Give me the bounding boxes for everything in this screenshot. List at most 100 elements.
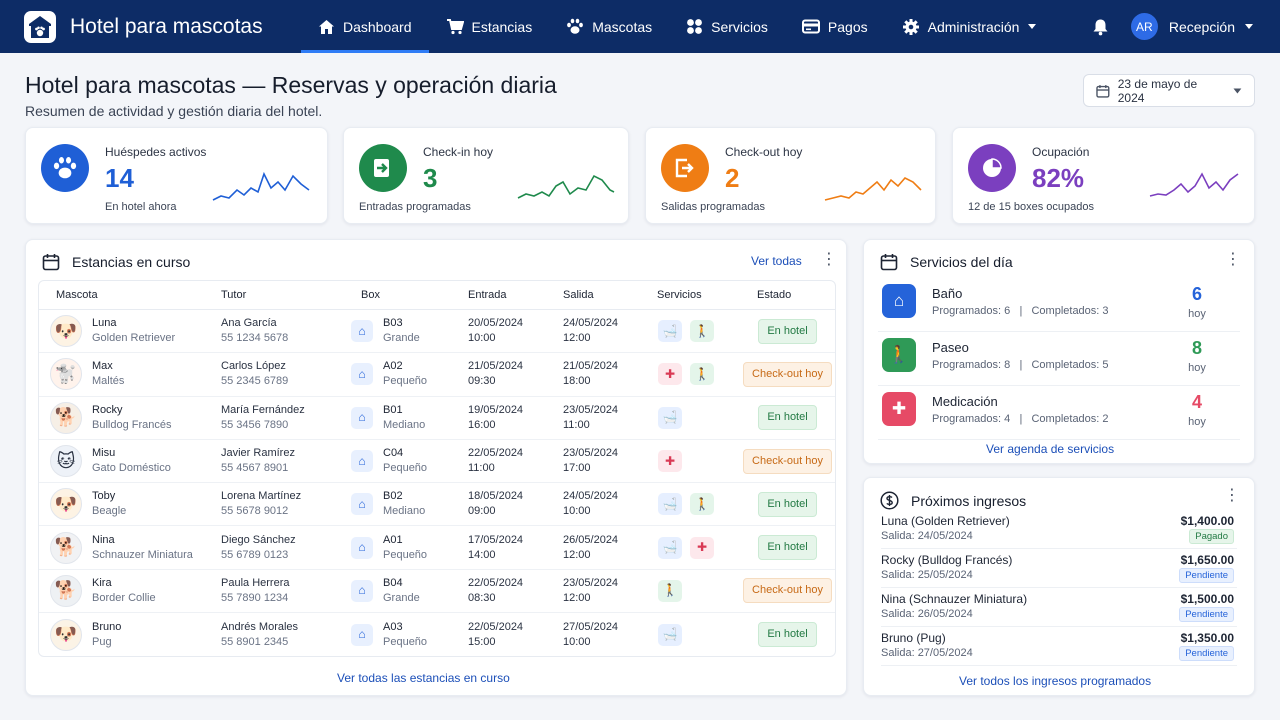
pet-info: 🐕 Nina Schnauzer Miniatura [50, 531, 204, 564]
stat-note: 12 de 15 boxes ocupados [968, 201, 1094, 213]
view-all-stays-link[interactable]: Ver todas [751, 254, 802, 268]
pet-name[interactable]: Toby [92, 490, 116, 503]
more-options-icon[interactable]: ⋮ [1225, 251, 1241, 268]
income-salida: Salida: 26/05/2024 [881, 608, 973, 620]
service-item[interactable]: 🚶 Paseo Programados: 8 | Completados: 5 … [878, 334, 1240, 386]
pet-name[interactable]: Nina [92, 533, 115, 546]
status-cell: Check-out hoy [740, 353, 835, 397]
table-row[interactable]: 🐕 Rocky Bulldog Francés María Fernández … [39, 397, 835, 440]
pet-info: 🐕 Kira Border Collie [50, 574, 204, 607]
stat-card-ocupacion[interactable]: Ocupación 82% 12 de 15 boxes ocupados [952, 127, 1255, 224]
completados-label: Completados: [1031, 359, 1100, 371]
checkout-date: 23/05/2024 [563, 447, 619, 460]
user-name[interactable]: Recepción [1168, 18, 1235, 35]
box-size: Pequeño [383, 375, 428, 388]
table-row[interactable]: 🐱 Misu Gato Doméstico Javier Ramírez 55 … [39, 440, 835, 484]
table-row[interactable]: 🐕 Nina Schnauzer Miniatura Diego Sánchez… [39, 526, 835, 570]
pet-name[interactable]: Rocky [92, 403, 123, 416]
stat-card-checkin[interactable]: Check-in hoy 3 Entradas programadas [343, 127, 629, 224]
service-item[interactable]: ⌂ Baño Programados: 6 | Completados: 3 6… [878, 280, 1240, 332]
checkout-cell: 23/05/2024 12:00 [546, 570, 640, 614]
table-row[interactable]: 🐶 Luna Golden Retriever Ana García 55 12… [39, 310, 835, 354]
table-row[interactable]: 🐶 Bruno Pug Andrés Morales 55 8901 2345 … [39, 613, 835, 656]
income-pet-breed: (Schnauzer Miniatura) [909, 592, 1028, 606]
pet-cell: 🐱 Misu Gato Doméstico [39, 440, 204, 484]
pet-name[interactable]: Misu [92, 447, 116, 460]
status-badge: En hotel [758, 405, 817, 431]
service-hoy: hoy [1188, 362, 1206, 374]
pet-name[interactable]: Luna [92, 317, 117, 330]
pet-breed: Beagle [92, 505, 127, 518]
tutor-cell: María Fernández 55 3456 7890 [204, 397, 344, 440]
tutor-phone: 55 8901 2345 [221, 635, 289, 648]
column-header[interactable]: Salida [546, 281, 640, 310]
income-item[interactable]: Luna (Golden Retriever) Salida: 24/05/20… [881, 510, 1237, 549]
walk-icon: 🚶 [690, 363, 714, 386]
bath-icon: 🛁 [658, 320, 682, 343]
incomes-title: Próximos ingresos [911, 492, 1027, 509]
income-item[interactable]: Nina (Schnauzer Miniatura) Salida: 26/05… [881, 588, 1237, 627]
chevron-down-icon[interactable] [1244, 23, 1254, 30]
column-header[interactable]: Mascota [39, 281, 204, 310]
more-options-icon[interactable]: ⋮ [821, 251, 837, 268]
calendar-icon [1096, 84, 1110, 98]
box-cell: ⌂ A01 Pequeño [344, 526, 451, 570]
service-item[interactable]: ✚ Medicación Programados: 4 | Completado… [878, 388, 1240, 440]
table-row[interactable]: 🐶 Toby Beagle Lorena Martínez 55 5678 90… [39, 483, 835, 527]
bell-icon[interactable] [1092, 18, 1109, 36]
nav-mascotas[interactable]: Mascotas [549, 0, 669, 53]
services-cell: 🛁 [640, 397, 740, 440]
pet-name[interactable]: Max [92, 360, 113, 373]
brand[interactable]: Hotel para mascotas [0, 10, 301, 43]
column-header[interactable]: Box [344, 281, 451, 310]
service-detail: Programados: 8 | Completados: 5 [932, 359, 1109, 371]
service-count: 6 [1191, 284, 1202, 304]
nav-dashboard[interactable]: Dashboard [301, 0, 429, 53]
date-picker[interactable]: 23 de mayo de 2024 [1083, 74, 1255, 107]
view-all-incomes-link[interactable]: Ver todos los ingresos programados [959, 674, 1152, 688]
nav-administracion[interactable]: Administración [885, 0, 1055, 53]
service-agenda-link[interactable]: Ver agenda de servicios [986, 442, 1115, 456]
income-item[interactable]: Bruno (Pug) Salida: 27/05/2024 $1,350.00… [881, 627, 1237, 666]
column-header[interactable]: Estado [740, 281, 835, 310]
user-avatar[interactable]: AR [1130, 13, 1158, 40]
status-badge: Check-out hoy [743, 578, 832, 604]
completados-value: 2 [1102, 413, 1109, 425]
check-out-icon [661, 144, 709, 192]
income-amount: $1,500.00 [1180, 592, 1234, 606]
stays-panel: Estancias en curso Ver todas ⋮ Mascota T… [25, 239, 847, 696]
table-row[interactable]: 🐕 Kira Border Collie Paula Herrera 55 78… [39, 570, 835, 614]
tutor-phone: 55 4567 8901 [221, 462, 289, 475]
stat-card-huespedes[interactable]: Huéspedes activos 14 En hotel ahora [25, 127, 328, 224]
check-in-icon [359, 144, 407, 192]
tutor-phone: 55 2345 6789 [221, 375, 289, 388]
more-options-icon[interactable]: ⋮ [1224, 487, 1240, 504]
pet-name[interactable]: Kira [92, 576, 112, 589]
checkout-cell: 27/05/2024 10:00 [546, 613, 640, 656]
table-row[interactable]: 🐩 Max Maltés Carlos López 55 2345 6789 ⌂… [39, 353, 835, 397]
nav-servicios[interactable]: Servicios [669, 0, 785, 53]
pet-text: Nina Schnauzer Miniatura [92, 533, 193, 563]
service-icons: 🛁 [658, 406, 740, 429]
checkout-date: 21/05/2024 [563, 360, 619, 373]
stat-card-checkout[interactable]: Check-out hoy 2 Salidas programadas [645, 127, 936, 224]
column-header[interactable]: Entrada [451, 281, 546, 310]
nav-estancias[interactable]: Estancias [429, 0, 550, 53]
status-cell: Check-out hoy [740, 570, 835, 614]
box-size: Pequeño [383, 462, 428, 475]
bath-icon: 🛁 [658, 406, 682, 429]
column-header[interactable]: Servicios [640, 281, 740, 310]
kennel-icon: ⌂ [351, 363, 373, 386]
pet-name[interactable]: Bruno [92, 620, 122, 633]
service-icons: 🚶 [658, 579, 740, 602]
chevron-down-icon [1028, 24, 1037, 29]
view-all-stays-footer-link[interactable]: Ver todas las estancias en curso [337, 671, 510, 685]
pet-cell: 🐕 Rocky Bulldog Francés [39, 397, 204, 440]
checkout-date: 27/05/2024 [563, 620, 619, 633]
income-item[interactable]: Rocky (Bulldog Francés) Salida: 25/05/20… [881, 549, 1237, 588]
service-icons: ✚ [658, 450, 740, 473]
box-cell: ⌂ A03 Pequeño [344, 613, 451, 656]
checkin-time: 10:00 [468, 332, 496, 345]
column-header[interactable]: Tutor [204, 281, 344, 310]
nav-pagos[interactable]: Pagos [785, 0, 885, 53]
